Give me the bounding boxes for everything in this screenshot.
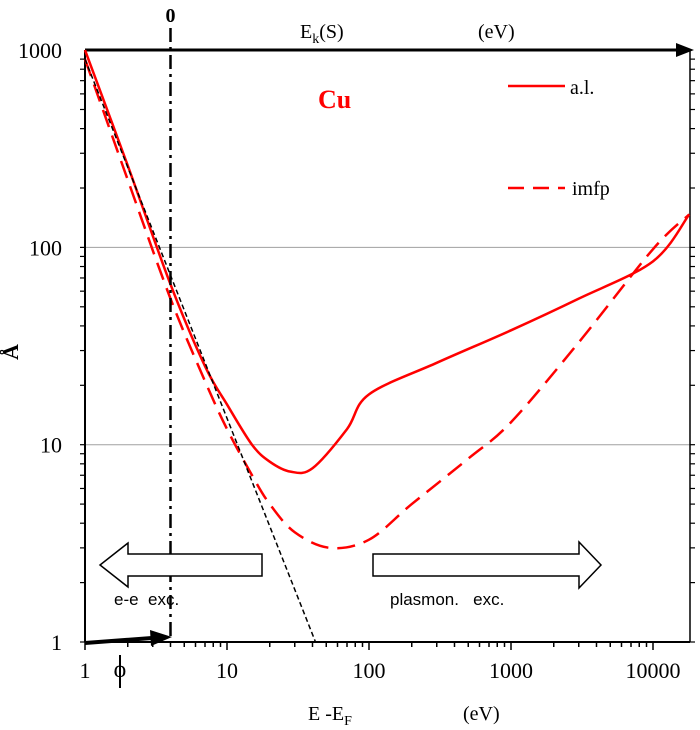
legend-label: imfp <box>572 178 610 200</box>
top-axis-label: Ek(S) <box>300 21 344 47</box>
phi-arrowhead <box>150 630 172 646</box>
x-tick-label: 100 <box>353 658 386 683</box>
axes <box>84 43 694 643</box>
phi-arrow <box>84 636 153 645</box>
x-tick-label: 10 <box>216 658 238 683</box>
x-axis-unit: (eV) <box>463 703 500 725</box>
x-tick-label: 10000 <box>626 658 681 683</box>
y-tick-label: 10 <box>40 433 62 458</box>
right-region-arrow <box>372 540 603 590</box>
left-region-arrow <box>98 541 263 589</box>
x-tick-label: 1 <box>80 658 91 683</box>
y-tick-label: 1 <box>51 630 62 655</box>
left-region-label: e-e exc. <box>114 590 179 609</box>
top-axis-zero-label: 0 <box>165 5 175 27</box>
y-tick-label: 100 <box>29 235 62 260</box>
x-axis-label: E -EF <box>308 703 352 729</box>
y-tick-label: 1000 <box>18 38 62 63</box>
y-axis-label: Å <box>0 344 23 360</box>
gridlines <box>85 246 690 446</box>
element-label: Cu <box>318 85 351 114</box>
top-axis-arrowhead <box>676 43 694 57</box>
reference-dashed-line <box>84 58 317 643</box>
series-line-al <box>83 49 691 475</box>
top-axis-unit: (eV) <box>478 21 515 43</box>
ticks: 1 10 100 1000 10000 1000 100 10 1 <box>18 38 695 683</box>
legend-label: a.l. <box>570 77 594 99</box>
phi-label: ϕ <box>114 657 127 683</box>
series-line-imfp <box>83 58 691 550</box>
right-region-label: plasmon. exc. <box>390 590 504 609</box>
x-tick-label: 1000 <box>489 658 533 683</box>
series <box>83 49 691 643</box>
legend: a.l. imfp <box>508 77 610 200</box>
